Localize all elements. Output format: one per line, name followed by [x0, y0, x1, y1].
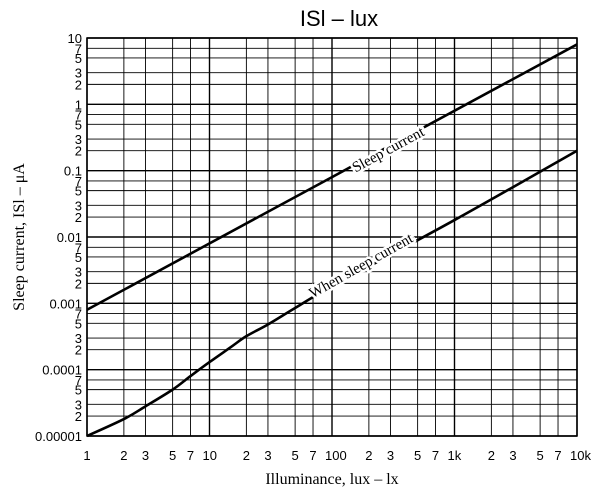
x-tick-label: 3 [387, 448, 394, 463]
x-tick-label: 7 [432, 448, 439, 463]
series-layer [86, 43, 578, 438]
y-tick-label: 2 [75, 276, 82, 291]
y-tick-label: 0.001 [49, 296, 82, 311]
y-tick-label: 2 [75, 77, 82, 92]
x-tick-label: 3 [264, 448, 271, 463]
series-line-2 [86, 149, 578, 438]
y-tick-label: 5 [75, 117, 82, 132]
y-tick-label: 7 [75, 373, 82, 388]
y-tick-labels: 107532175320.175320.0175320.00175320.000… [35, 31, 82, 444]
x-tick-label: 5 [169, 448, 176, 463]
x-tick-label: 2 [120, 448, 127, 463]
x-tick-label: 7 [554, 448, 561, 463]
annotation-label: Sleep current [350, 124, 428, 176]
y-tick-label: 3 [75, 198, 82, 213]
x-tick-label: 3 [509, 448, 516, 463]
annotation-2: When sleep current [304, 228, 419, 305]
x-tick-label: 2 [365, 448, 372, 463]
x-tick-label: 7 [309, 448, 316, 463]
y-tick-label: 0.1 [64, 164, 82, 179]
x-axis-label: Illuminance, lux – lx [265, 471, 398, 488]
y-tick-label: 2 [75, 144, 82, 159]
x-tick-label: 100 [325, 448, 347, 463]
plot-frame [86, 37, 578, 437]
y-axis-label: Sleep current, ISl – μA [11, 163, 28, 311]
y-tick-label: 0.00001 [35, 429, 82, 444]
chart-title: ISl – lux [300, 6, 378, 31]
y-tick-label: 5 [75, 316, 82, 331]
y-tick-label: 7 [75, 307, 82, 322]
x-tick-label: 2 [243, 448, 250, 463]
x-tick-labels: 1 2 3 5 7 10 2 3 5 7 100 2 3 5 7 1k 2 3 5 7 10k [83, 448, 591, 463]
y-tick-label: 0.01 [57, 230, 82, 245]
annotation-1: Sleep current [347, 121, 430, 178]
x-tick-label: 10k [570, 448, 591, 463]
y-tick-label: 10 [68, 31, 82, 46]
y-tick-label: 3 [75, 265, 82, 280]
y-tick-label: 3 [75, 397, 82, 412]
x-tick-label: 5 [414, 448, 421, 463]
y-tick-label: 7 [75, 41, 82, 56]
y-tick-label: 2 [75, 343, 82, 358]
y-tick-label: 3 [75, 66, 82, 81]
series-line-1 [86, 43, 578, 311]
y-tick-label: 3 [75, 331, 82, 346]
x-tick-label: 10 [203, 448, 217, 463]
y-tick-label: 5 [75, 184, 82, 199]
y-tick-label: 7 [75, 108, 82, 123]
y-tick-label: 7 [75, 240, 82, 255]
y-tick-label: 2 [75, 210, 82, 225]
y-tick-label: 2 [75, 409, 82, 424]
y-tick-label: 7 [75, 174, 82, 189]
x-tick-label: 5 [537, 448, 544, 463]
x-tick-label: 2 [488, 448, 495, 463]
y-tick-label: 1 [75, 97, 82, 112]
grid-layer [86, 37, 578, 437]
x-tick-label: 1k [448, 448, 462, 463]
y-tick-label: 5 [75, 51, 82, 66]
x-tick-label: 1 [83, 448, 90, 463]
y-tick-label: 5 [75, 383, 82, 398]
y-tick-label: 5 [75, 250, 82, 265]
x-tick-label: 3 [142, 448, 149, 463]
x-tick-label: 7 [187, 448, 194, 463]
annotation-label: When sleep current [307, 230, 417, 302]
x-tick-label: 5 [292, 448, 299, 463]
y-tick-label: 3 [75, 132, 82, 147]
y-tick-label: 0.0001 [42, 363, 82, 378]
